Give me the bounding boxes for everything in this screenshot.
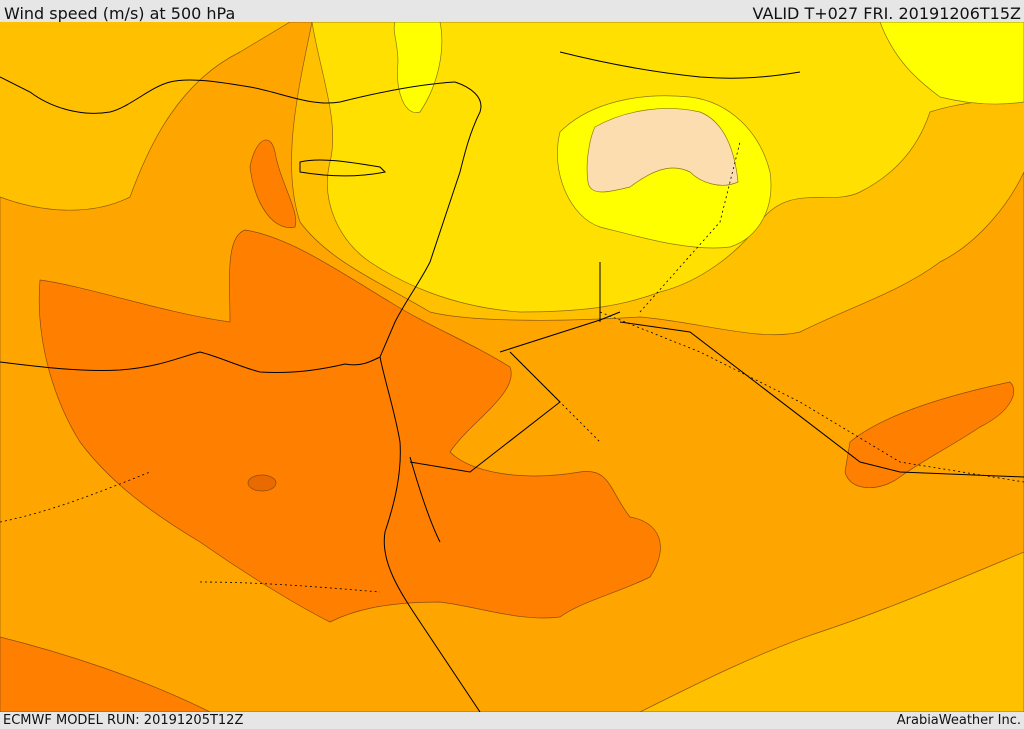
band-dark-orange-spot [247, 474, 277, 492]
coastlines [0, 51, 801, 712]
band-yellow-nw [393, 22, 443, 113]
band-yellow-ne [879, 22, 1024, 105]
band-dark-orange-east [844, 381, 1015, 489]
band-amber-south [639, 551, 1024, 712]
band-dark-orange-med [249, 139, 297, 228]
map-title: Wind speed (m/s) at 500 hPa [4, 4, 236, 23]
header-bar: Wind speed (m/s) at 500 hPa VALID T+027 … [0, 0, 1024, 23]
band-dark-orange-main [38, 229, 661, 623]
wind-speed-map [0, 22, 1024, 712]
credit-label: ArabiaWeather Inc. [896, 713, 1021, 728]
solid-borders [409, 262, 1024, 478]
band-dark-orange-sw [0, 636, 211, 712]
valid-time-label: VALID T+027 FRI. 20191206T15Z [752, 4, 1021, 23]
model-run-label: ECMWF MODEL RUN: 20191205T12Z [3, 713, 244, 728]
footer-bar: ECMWF MODEL RUN: 20191205T12Z ArabiaWeat… [0, 712, 1024, 729]
band-lightest [586, 108, 739, 193]
